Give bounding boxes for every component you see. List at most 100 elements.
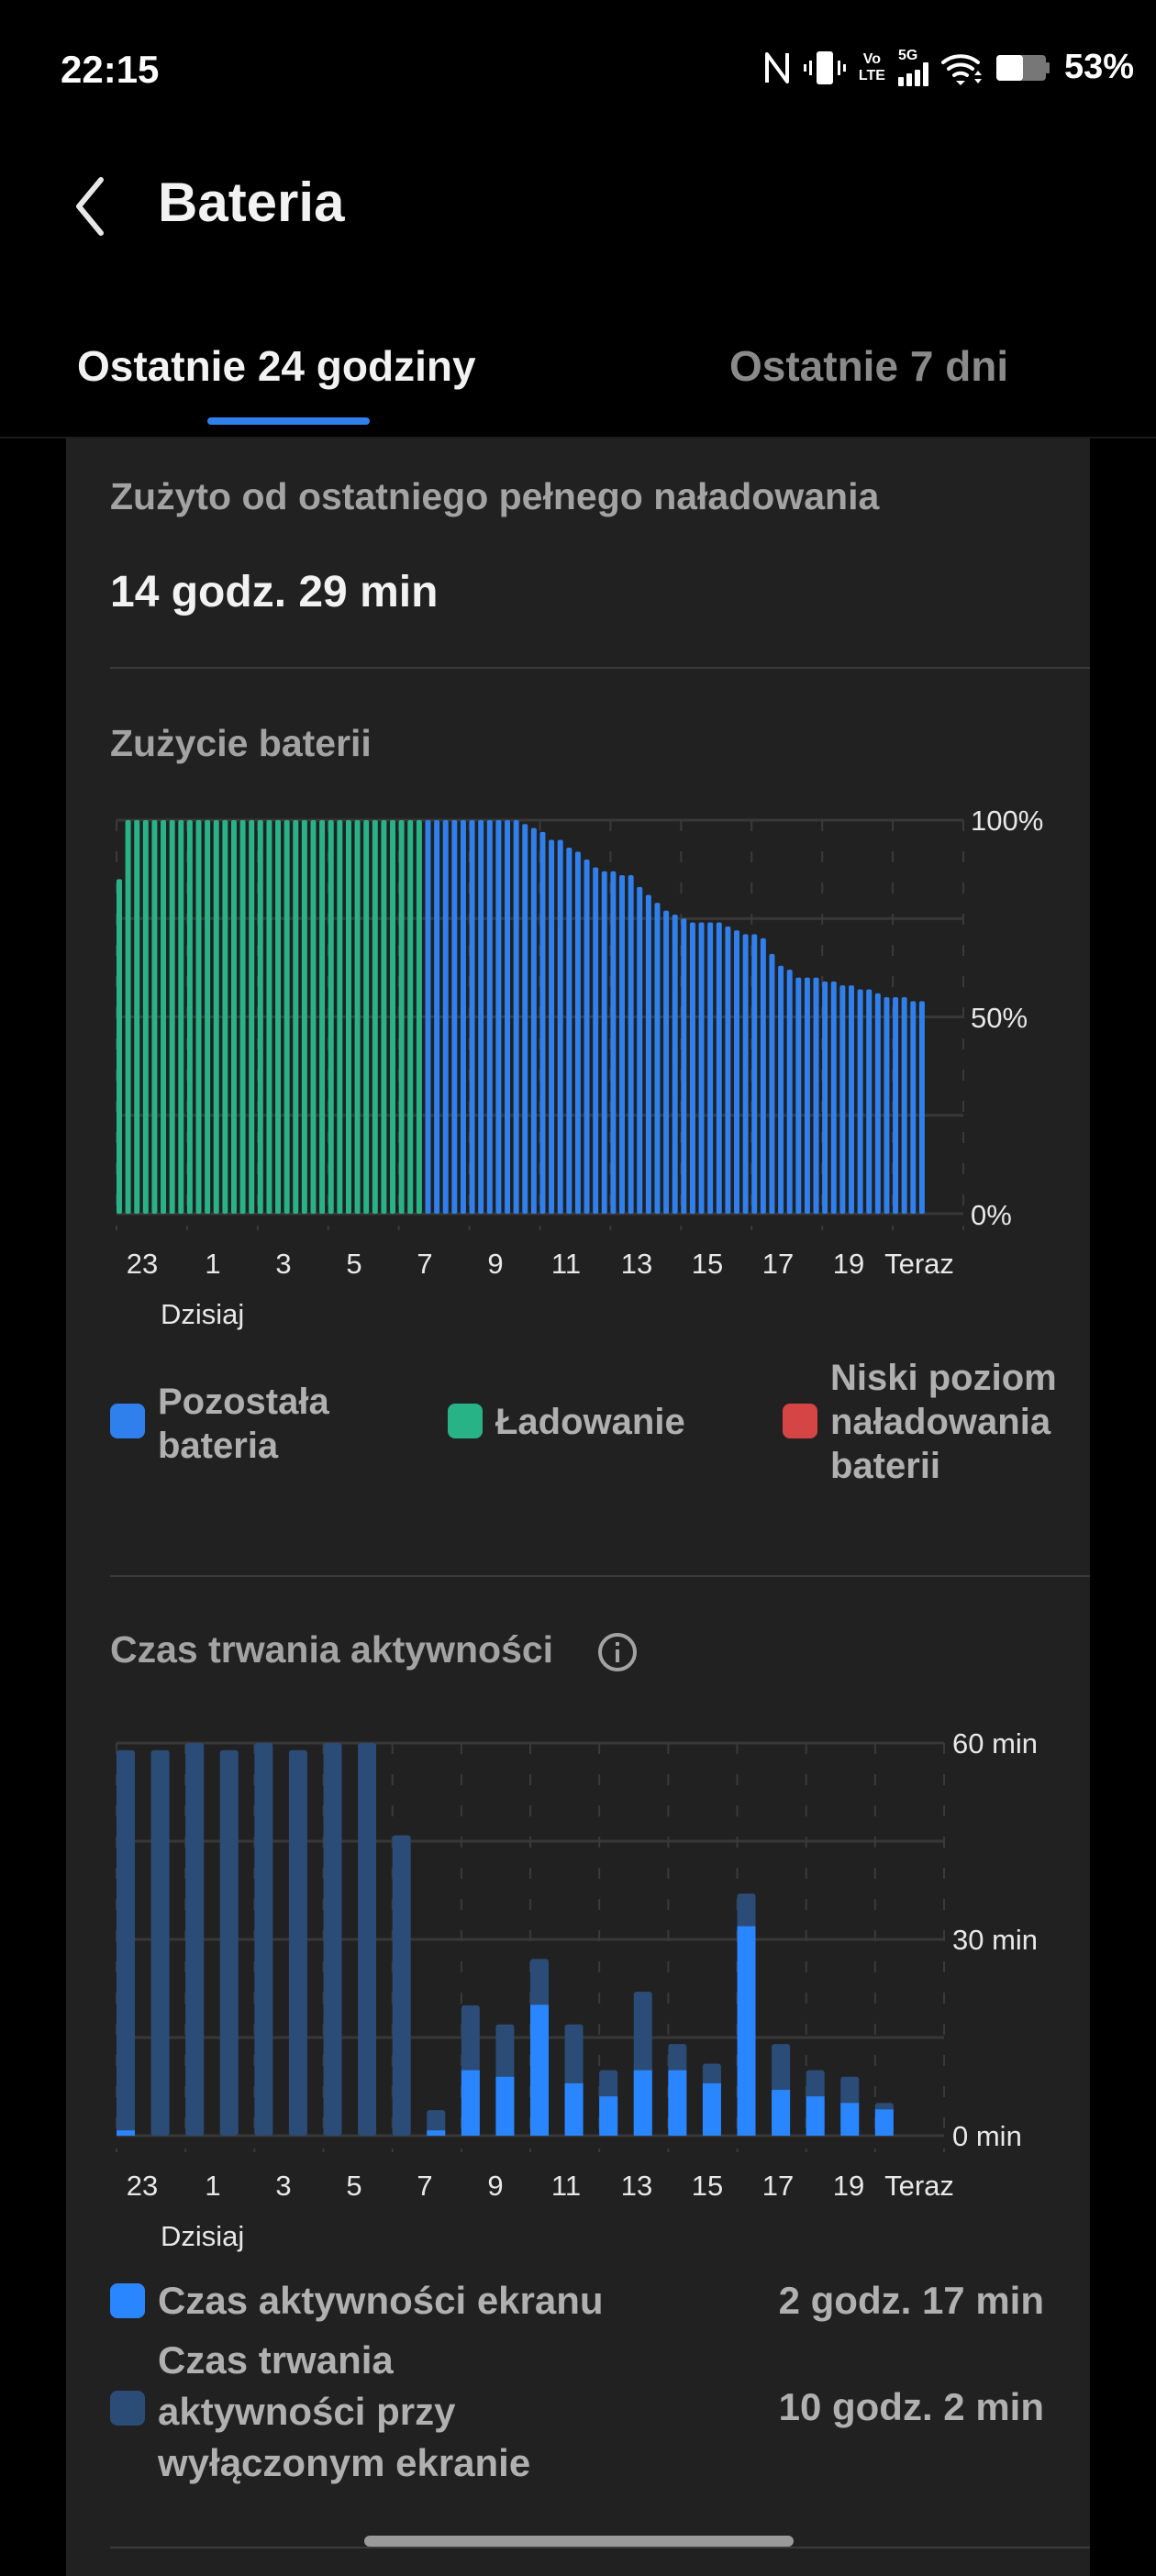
legend-swatch-remaining (110, 1404, 145, 1438)
battery-bar (716, 922, 722, 1214)
battery-bar (742, 934, 749, 1214)
battery-icon (995, 54, 1050, 81)
screen-off-bar (323, 1743, 342, 2136)
screen-off-bar (392, 1835, 411, 2136)
screen-off-bar (219, 1749, 239, 2136)
battery-bar (619, 875, 625, 1214)
screen-off-time-value: 10 godz. 2 min (778, 2385, 1044, 2428)
battery-bar (469, 820, 475, 1214)
battery-bar (769, 953, 775, 1214)
x-tick-label: 13 (620, 2170, 653, 2202)
battery-bar (566, 848, 572, 1214)
battery-usage-chart (116, 818, 964, 1230)
battery-bar (125, 820, 131, 1214)
x-tick-label: Teraz (884, 1248, 954, 1280)
battery-bar (698, 922, 705, 1214)
screen-on-bar (564, 2082, 584, 2136)
x-tick-label: 9 (487, 1248, 504, 1280)
battery-card (66, 439, 1090, 2576)
legend-swatch-charging (448, 1404, 483, 1438)
legend-label: Pozostała bateria (158, 1382, 329, 1466)
battery-bar (513, 820, 519, 1214)
battery-bar (151, 820, 158, 1214)
screen-on-bar (117, 2130, 135, 2136)
screen-off-bar (117, 1749, 135, 2136)
legend-label: Czas aktywności ekranu (158, 2279, 604, 2322)
battery-bar (549, 839, 555, 1214)
nfc-icon (764, 51, 789, 83)
battery-bar (372, 820, 378, 1214)
battery-bar (178, 820, 184, 1214)
x-tick-label: Teraz (884, 2170, 954, 2202)
divider (110, 667, 1090, 669)
battery-bar (390, 820, 396, 1214)
battery-bar (134, 820, 140, 1214)
vibrate-icon (803, 50, 846, 84)
x-tick-label: 3 (275, 2170, 292, 2202)
page-title: Bateria (158, 172, 345, 233)
battery-bar (893, 997, 899, 1214)
battery-bar (239, 820, 246, 1214)
screen-on-bar (599, 2096, 618, 2136)
divider (0, 437, 1156, 439)
screen-on-bar (495, 2076, 515, 2136)
battery-usage-title: Zużycie baterii (110, 722, 372, 764)
battery-bar (637, 886, 643, 1214)
tab-last-7-days[interactable]: Ostatnie 7 dni (729, 342, 1009, 390)
divider (110, 1575, 1090, 1577)
divider (110, 2547, 1090, 2548)
x-tick-label: 5 (346, 1248, 362, 1280)
battery-bar (654, 903, 661, 1214)
battery-bar (328, 820, 334, 1214)
home-indicator[interactable] (364, 2536, 794, 2547)
x-sublabel-today: Dzisiaj (161, 2220, 245, 2252)
battery-bar (874, 993, 881, 1214)
x-tick-label: 17 (761, 2170, 795, 2202)
summary-value: 14 godz. 29 min (110, 568, 439, 616)
battery-bar (283, 820, 290, 1214)
battery-bar (689, 922, 695, 1214)
y-tick-label: 0 min (952, 2120, 1022, 2152)
battery-bar (584, 859, 590, 1214)
battery-bar (628, 875, 634, 1214)
status-icons: Vo LTE 5G 53% (763, 48, 1134, 87)
x-tick-label: 1 (205, 2170, 221, 2202)
battery-bar (866, 989, 873, 1214)
battery-bar (786, 970, 793, 1214)
x-tick-label: 17 (761, 1248, 795, 1280)
x-tick-label: 9 (487, 2170, 504, 2202)
battery-bar (213, 820, 219, 1214)
x-tick-label: 3 (275, 1248, 292, 1280)
y-tick-label: 0% (971, 1199, 1012, 1231)
battery-bar (751, 934, 758, 1214)
battery-bar (645, 894, 651, 1214)
battery-bar (795, 977, 802, 1214)
activity-chart (116, 1741, 945, 2152)
battery-bar (442, 820, 449, 1214)
screen-on-bar (633, 2070, 652, 2136)
tab-last-24-hours[interactable]: Ostatnie 24 godziny (77, 342, 476, 390)
summary-label: Zużyto od ostatniego pełnego naładowania (110, 475, 880, 517)
x-tick-label: 13 (620, 1248, 653, 1280)
chevron-left-icon[interactable] (72, 174, 108, 239)
battery-bar (663, 910, 670, 1214)
battery-bar (522, 824, 528, 1214)
battery-percent: 53% (1063, 48, 1134, 86)
battery-bar (434, 820, 440, 1214)
battery-bar (205, 820, 211, 1214)
battery-bar (849, 985, 854, 1214)
screen-on-bar (461, 2070, 480, 2136)
battery-bar (161, 820, 167, 1214)
activity-title: Czas trwania aktywności (110, 1628, 554, 1671)
x-tick-label: 7 (417, 1248, 433, 1280)
legend-swatch-screen-on (110, 2283, 145, 2318)
battery-bar (222, 820, 228, 1214)
info-icon[interactable] (596, 1631, 639, 1673)
screen-on-bar (737, 1926, 756, 2136)
battery-bar (425, 820, 431, 1214)
x-tick-label: 15 (691, 2170, 724, 2202)
battery-bar (416, 820, 422, 1214)
battery-bar (574, 851, 581, 1214)
screen-on-time-value: 2 godz. 17 min (778, 2279, 1044, 2322)
screen-off-bar (254, 1743, 273, 2136)
